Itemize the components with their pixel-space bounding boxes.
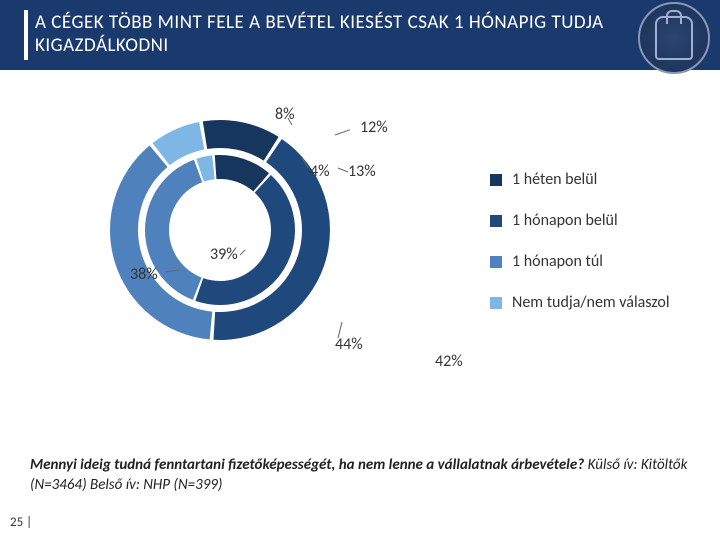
donut-svg (90, 100, 350, 360)
title-accent (24, 10, 28, 60)
slide: A CÉGEK TÖBB MINT FELE A BEVÉTEL KIESÉST… (0, 0, 720, 540)
pct-label: 38% (130, 265, 158, 284)
title-bar: A CÉGEK TÖBB MINT FELE A BEVÉTEL KIESÉST… (0, 0, 720, 70)
leader-line (338, 168, 348, 172)
legend-swatch (490, 256, 502, 268)
pct-label: 8% (275, 105, 295, 124)
legend-swatch (490, 297, 502, 309)
donut-segment (203, 120, 279, 161)
legend-item: Nem tudja/nem válaszol (490, 293, 690, 312)
pct-label: 42% (435, 352, 463, 371)
page-number: 25 | (10, 515, 32, 530)
footnote: Mennyi ideig tudná fenntartani fizetőkép… (30, 456, 690, 495)
legend-label: 1 hónapon belül (512, 211, 618, 230)
donut-segment (195, 175, 295, 305)
legend-label: 1 héten belül (512, 170, 597, 189)
legend-swatch (490, 215, 502, 227)
legend-item: 1 hónapon túl (490, 252, 690, 271)
nested-donut-chart: 12%8%4%13%39%38%44%42% (90, 100, 350, 360)
mnb-logo-icon (638, 2, 710, 74)
legend: 1 héten belül 1 hónapon belül 1 hónapon tú… (490, 170, 690, 334)
leader-line (335, 128, 350, 135)
pct-label: 12% (360, 118, 388, 137)
legend-item: 1 héten belül (490, 170, 690, 189)
legend-label: 1 hónapon túl (512, 252, 603, 271)
page-title: A CÉGEK TÖBB MINT FELE A BEVÉTEL KIESÉST… (35, 12, 700, 58)
pct-label: 39% (210, 245, 238, 264)
leader-line (240, 250, 245, 255)
chart-area: 12% 8% 4% 13% 39% 38% 44% 42% 1 héten belül 1 hó… (0, 80, 720, 450)
legend-swatch (490, 174, 502, 186)
legend-item: 1 hónapon belül (490, 211, 690, 230)
pct-label: 13% (348, 162, 376, 181)
legend-label: Nem tudja/nem válaszol (512, 293, 669, 312)
pct-label: 4% (310, 162, 330, 181)
pct-label: 44% (335, 335, 363, 354)
footnote-question: Mennyi ideig tudná fenntartani fizetőkép… (30, 456, 584, 474)
